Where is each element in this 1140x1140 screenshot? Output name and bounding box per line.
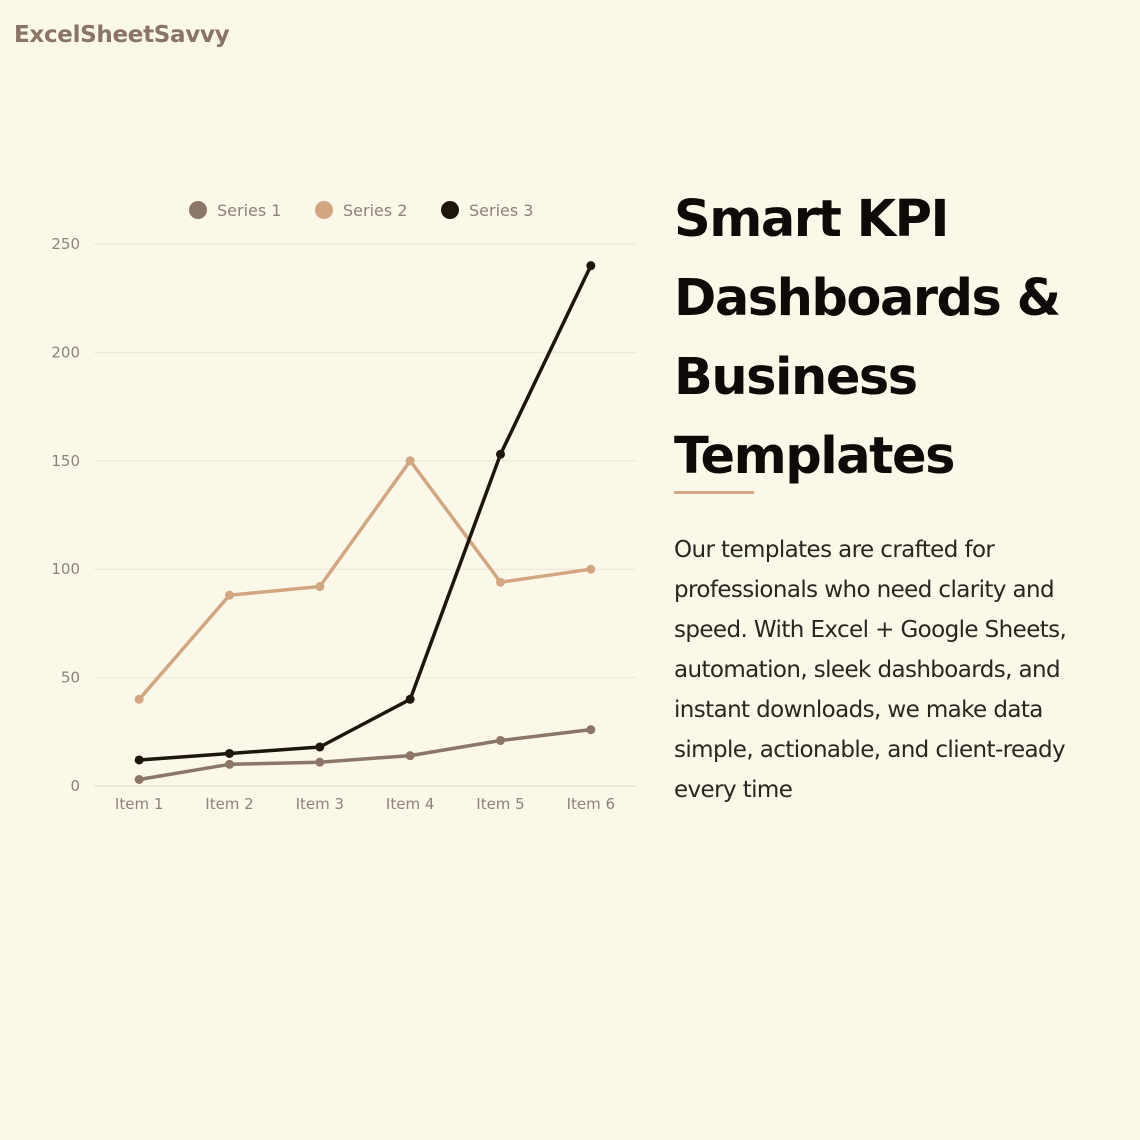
x-tick-label: Item 3 [296, 795, 344, 813]
data-point [134, 755, 144, 765]
accent-divider [674, 491, 754, 494]
data-point [496, 735, 505, 745]
legend-marker [189, 201, 207, 219]
y-tick-label: 250 [51, 235, 80, 253]
legend-marker [315, 201, 333, 219]
y-tick-label: 150 [51, 452, 80, 470]
data-point [225, 590, 234, 600]
chart-legend: Series 1 Series 2 Series 3 [189, 201, 533, 220]
axis-labels: 0 50 100 150 200 250 Item 1 Item 2 Item 3 Item 4 I… [51, 235, 615, 813]
data-point [315, 742, 325, 752]
legend-label: Series 1 [217, 201, 281, 220]
x-tick-label: Item 6 [567, 795, 615, 813]
x-tick-label: Item 2 [205, 795, 253, 813]
page-headline: Smart KPI Dashboards & Business Template… [674, 190, 1061, 486]
legend-label: Series 3 [469, 201, 533, 220]
legend-marker [441, 201, 459, 219]
data-point [134, 774, 144, 784]
data-point [496, 577, 505, 587]
line-chart: 0 50 100 150 200 250 Item 1 Item 2 Item 3 Item 4 I… [0, 180, 660, 840]
data-point [405, 456, 415, 466]
data-point [586, 725, 596, 735]
data-point [405, 751, 415, 761]
body-paragraph: Our templates are crafted for profession… [674, 537, 1067, 803]
data-point [225, 748, 234, 758]
series-line [137, 727, 593, 782]
line-chart-svg: 0 50 100 150 200 250 Item 1 Item 2 Item 3 Item 4 I… [51, 201, 636, 813]
x-tick-label: Item 4 [386, 795, 434, 813]
data-point [405, 694, 415, 704]
x-tick-label: Item 5 [476, 795, 524, 813]
series-line [137, 459, 593, 702]
data-point [586, 564, 596, 574]
y-tick-label: 100 [51, 560, 80, 578]
data-point [496, 449, 505, 459]
data-point [315, 582, 325, 592]
data-point [134, 694, 144, 704]
data-point [225, 759, 234, 769]
x-tick-label: Item 1 [115, 795, 163, 813]
y-tick-label: 200 [51, 343, 80, 361]
gridlines [94, 243, 636, 787]
y-tick-label: 50 [61, 669, 80, 687]
brand-logo-text: ExcelSheetSavvy [14, 22, 230, 48]
series-lines [134, 261, 596, 784]
y-tick-label: 0 [70, 777, 80, 795]
data-point [586, 261, 596, 271]
series-line [137, 263, 593, 762]
data-point [315, 757, 325, 767]
legend-label: Series 2 [343, 201, 407, 220]
